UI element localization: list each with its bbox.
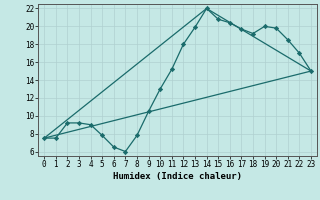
X-axis label: Humidex (Indice chaleur): Humidex (Indice chaleur) — [113, 172, 242, 181]
